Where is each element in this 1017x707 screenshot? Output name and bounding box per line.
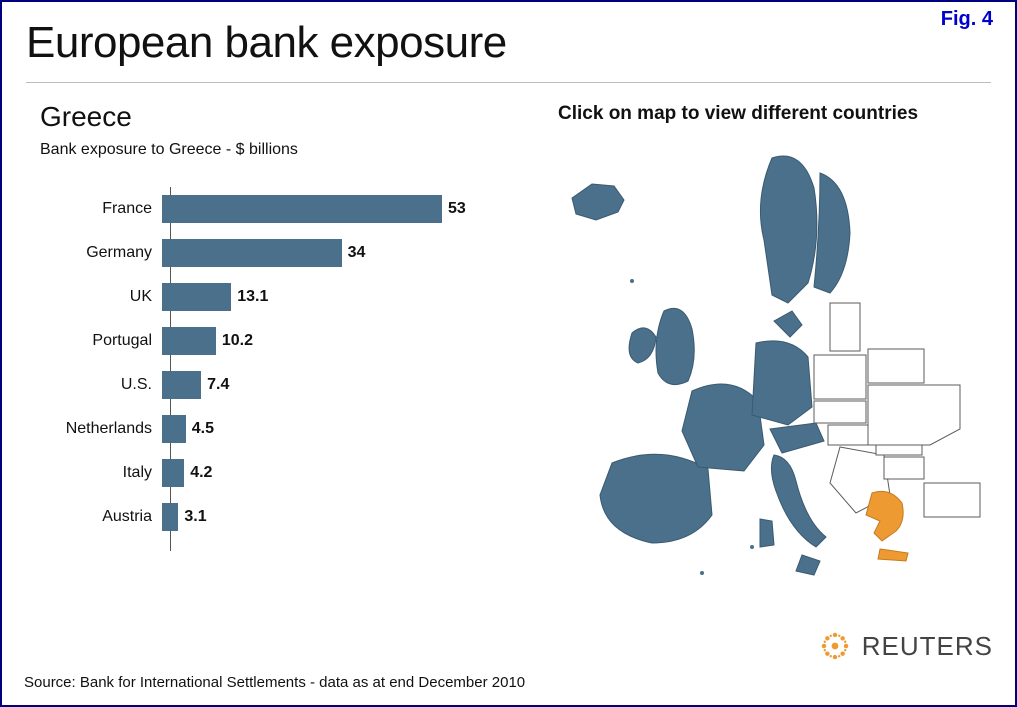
- map-iceland[interactable]: [572, 184, 624, 220]
- reuters-sun-icon: [818, 629, 852, 663]
- left-panel: Greece Bank exposure to Greece - $ billi…: [22, 101, 532, 583]
- map-sicily[interactable]: [796, 555, 820, 575]
- columns: Greece Bank exposure to Greece - $ billi…: [22, 101, 995, 583]
- map-italy[interactable]: [771, 455, 826, 547]
- bar-label: Germany: [40, 244, 162, 262]
- map-svg[interactable]: [552, 143, 987, 583]
- bar: [162, 459, 184, 487]
- bar-label: Netherlands: [40, 420, 162, 438]
- bar-value: 7.4: [207, 376, 229, 394]
- bar-value: 10.2: [222, 332, 253, 350]
- source-line: Source: Bank for International Settlemen…: [24, 674, 525, 691]
- map-scandinavia[interactable]: [760, 156, 816, 303]
- bar-row: France 53: [40, 193, 532, 225]
- bar-row: Portugal 10.2: [40, 325, 532, 357]
- map-hungary[interactable]: [828, 425, 872, 445]
- bar-value: 4.2: [190, 464, 212, 482]
- europe-map[interactable]: [552, 143, 987, 583]
- bar: [162, 503, 178, 531]
- bar-row: Netherlands 4.5: [40, 413, 532, 445]
- bar-label: Portugal: [40, 332, 162, 350]
- map-finland[interactable]: [814, 173, 850, 293]
- bar: [162, 371, 201, 399]
- map-crete[interactable]: [878, 549, 908, 561]
- map-instruction: Click on map to view different countries: [558, 101, 995, 127]
- bar-label: U.S.: [40, 376, 162, 394]
- bar-row: Austria 3.1: [40, 501, 532, 533]
- bar: [162, 415, 186, 443]
- right-panel: Click on map to view different countries: [552, 101, 995, 583]
- map-uk[interactable]: [656, 308, 694, 384]
- bar-row: UK 13.1: [40, 281, 532, 313]
- bar-row: U.S. 7.4: [40, 369, 532, 401]
- bar-chart: France 53 Germany 34 UK 13.1 Portugal 10.2 U.S. 7…: [40, 187, 532, 551]
- bar-row: Italy 4.2: [40, 457, 532, 489]
- bar-label: Italy: [40, 464, 162, 482]
- bar: [162, 327, 216, 355]
- bar: [162, 239, 342, 267]
- bar-value: 53: [448, 200, 466, 218]
- bar-label: UK: [40, 288, 162, 306]
- bar-label: Austria: [40, 508, 162, 526]
- map-denmark[interactable]: [774, 311, 802, 337]
- brand: REUTERS: [818, 629, 993, 663]
- map-sardinia[interactable]: [760, 519, 774, 547]
- map-iberia[interactable]: [600, 454, 712, 543]
- divider: [26, 82, 991, 83]
- map-czsk[interactable]: [814, 401, 866, 423]
- chart-subtitle: Bank exposure to Greece - $ billions: [40, 141, 532, 159]
- bar-value: 3.1: [184, 508, 206, 526]
- bar: [162, 283, 231, 311]
- bar-value: 13.1: [237, 288, 268, 306]
- map-greece[interactable]: [866, 491, 903, 541]
- map-baltics[interactable]: [830, 303, 860, 351]
- bar: [162, 195, 442, 223]
- bar-label: France: [40, 200, 162, 218]
- country-name: Greece: [40, 101, 532, 133]
- map-bulgaria[interactable]: [884, 457, 924, 479]
- map-france[interactable]: [682, 384, 764, 471]
- map-ireland[interactable]: [629, 327, 656, 362]
- bar-row: Germany 34: [40, 237, 532, 269]
- bar-value: 34: [348, 244, 366, 262]
- figure-frame: Fig. 4 European bank exposure Greece Ban…: [0, 0, 1017, 707]
- map-ukraine[interactable]: [868, 385, 960, 445]
- figure-label: Fig. 4: [941, 8, 993, 31]
- map-turkey[interactable]: [924, 483, 980, 517]
- main-title: European bank exposure: [26, 18, 995, 68]
- map-alpine[interactable]: [770, 423, 824, 453]
- map-germany[interactable]: [752, 341, 812, 425]
- map-belarus[interactable]: [868, 349, 924, 383]
- map-poland[interactable]: [814, 355, 866, 399]
- bar-value: 4.5: [192, 420, 214, 438]
- brand-name: REUTERS: [862, 631, 993, 662]
